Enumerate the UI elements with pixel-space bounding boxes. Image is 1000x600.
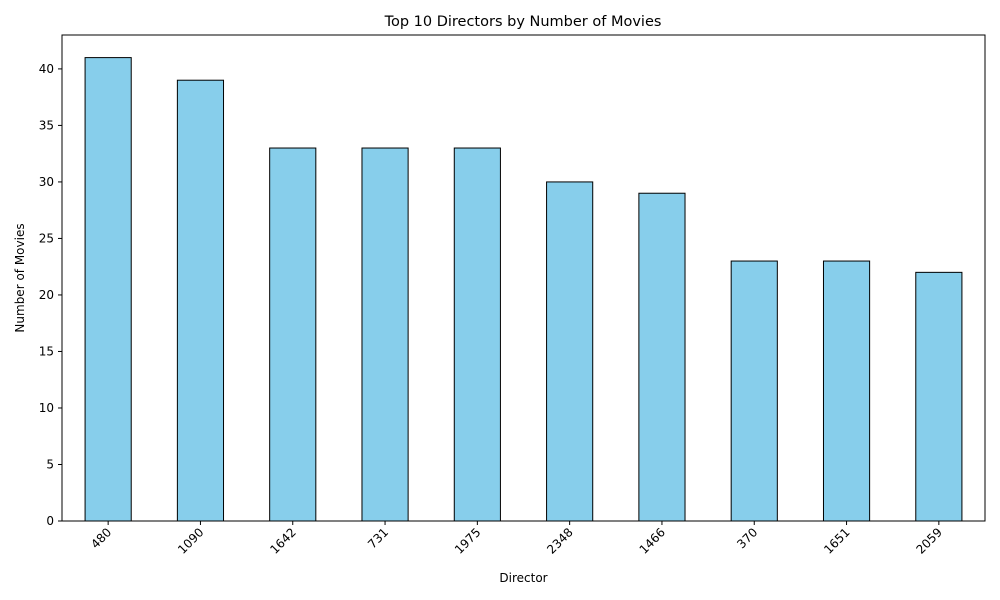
x-tick-label-480: 480 [88,525,114,551]
x-tick-label-2059: 2059 [913,525,944,556]
x-tick-label-1090: 1090 [175,525,206,556]
x-tick-label-2348: 2348 [544,525,575,556]
x-tick-label-370: 370 [734,525,760,551]
bar-1651 [822,260,871,522]
x-tick-label-731: 731 [365,525,391,551]
y-tick-label-5: 5 [46,457,54,471]
x-tick-label-1642: 1642 [267,525,298,556]
bar-1090 [176,79,225,522]
bar-370 [730,260,778,522]
x-tick-label-1466: 1466 [637,525,668,556]
y-tick-label-30: 30 [39,175,54,189]
y-tick-label-20: 20 [39,288,54,302]
y-axis: 0 5 10 15 20 25 30 35 40 [39,62,62,528]
plot-frame [61,34,986,522]
bars-group [84,57,963,522]
bar-1975 [453,147,501,522]
y-tick-label-25: 25 [39,231,54,245]
x-tick-label-1651: 1651 [821,525,852,556]
y-tick-label-15: 15 [39,344,54,358]
bar-1466 [638,192,686,522]
bar-1642 [269,147,317,522]
bar-2348 [546,181,594,522]
y-tick-label-35: 35 [39,118,54,132]
bar-480 [84,57,132,522]
y-tick-label-10: 10 [39,401,54,415]
chart-title: Top 10 Directors by Number of Movies [384,14,662,30]
x-tick-label-1975: 1975 [452,525,483,556]
bar-731 [361,147,409,522]
x-axis-label: Director [499,571,547,585]
y-axis-label: Number of Movies [13,223,27,332]
y-tick-label-0: 0 [46,514,54,528]
bar-2059 [915,271,963,522]
x-axis: 480 1090 1642 731 1975 2348 1466 370 1651 2059 [88,521,945,557]
y-tick-label-40: 40 [39,62,54,76]
